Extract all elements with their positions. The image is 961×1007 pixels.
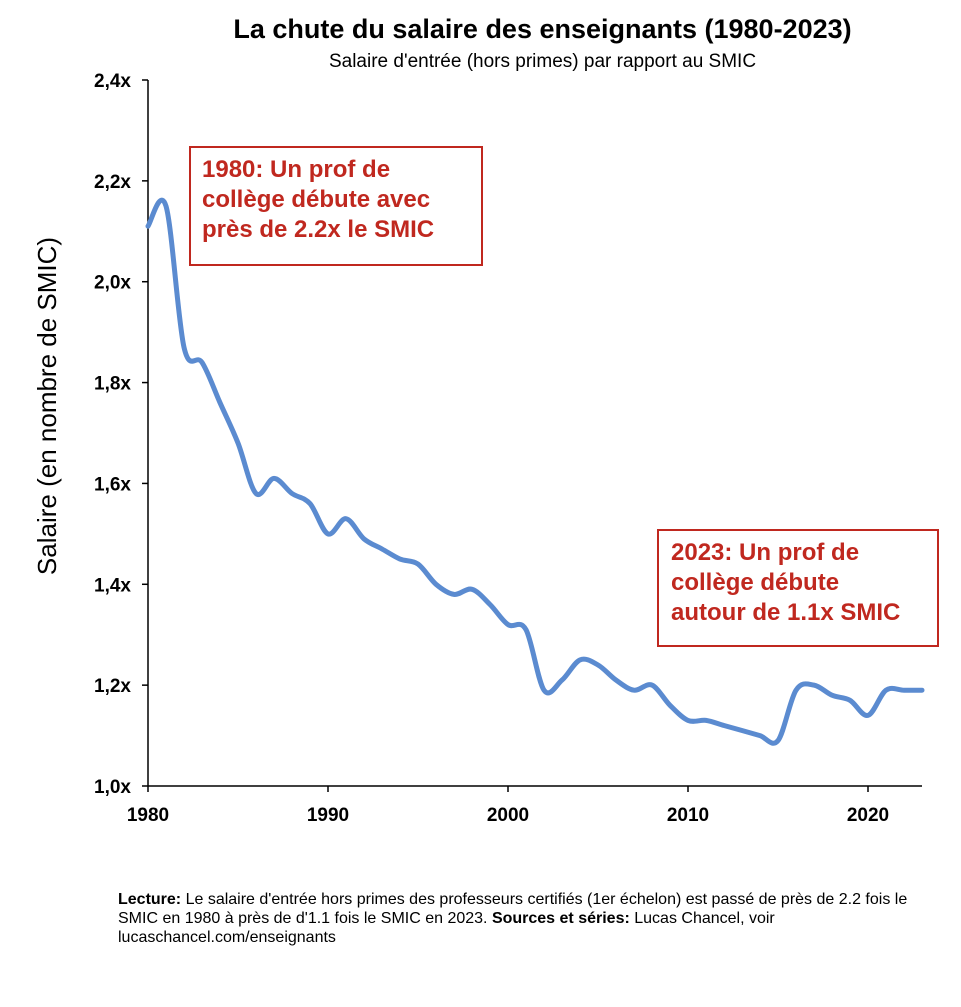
y-tick-label: 1,6x: [94, 474, 131, 495]
y-tick-label: 1,0x: [94, 777, 131, 798]
annotation-line: collège débute avec: [202, 186, 431, 213]
chart-subtitle: Salaire d'entrée (hors primes) par rappo…: [328, 51, 757, 72]
footnote: Lecture: Le salaire d'entrée hors primes…: [118, 890, 938, 947]
y-tick-label: 1,8x: [94, 374, 131, 395]
y-tick-label: 2,2x: [94, 172, 131, 193]
chart-title: La chute du salaire des enseignants (198…: [233, 14, 852, 44]
y-tick-label: 1,2x: [94, 676, 131, 697]
annotation-line: collège débute: [671, 569, 840, 596]
annotation-line: 1980: Un prof de: [202, 156, 391, 183]
annotation-2023: 2023: Un prof de collège débute autour d…: [657, 529, 939, 647]
x-tick-label: 2020: [847, 805, 889, 826]
y-tick-label: 1,4x: [94, 575, 131, 596]
footnote-sources-text: Lucas Chancel, voir lucaschancel.com/ens…: [118, 910, 775, 946]
annotation-1980: 1980: Un prof de collège débute avec prè…: [189, 146, 483, 266]
annotation-line: autour de 1.1x SMIC: [671, 599, 901, 626]
annotation-line: 2023: Un prof de: [671, 539, 860, 566]
y-tick-label: 2,4x: [94, 71, 131, 92]
footnote-lecture-label: Lecture:: [118, 891, 182, 908]
x-tick-label: 2010: [667, 805, 709, 826]
footnote-sources-label: Sources et séries:: [491, 910, 630, 927]
x-tick-label: 1980: [127, 805, 169, 826]
y-tick-label: 2,0x: [94, 273, 131, 294]
annotation-line: près de 2.2x le SMIC: [202, 216, 435, 243]
y-axis-label: Salaire (en nombre de SMIC): [32, 237, 62, 575]
salary-ratio-line: [145, 197, 925, 746]
x-tick-label: 1990: [307, 805, 349, 826]
footnote-lecture-text: Le salaire d'entrée hors primes des prof…: [118, 891, 908, 927]
x-tick-label: 2000: [487, 805, 529, 826]
